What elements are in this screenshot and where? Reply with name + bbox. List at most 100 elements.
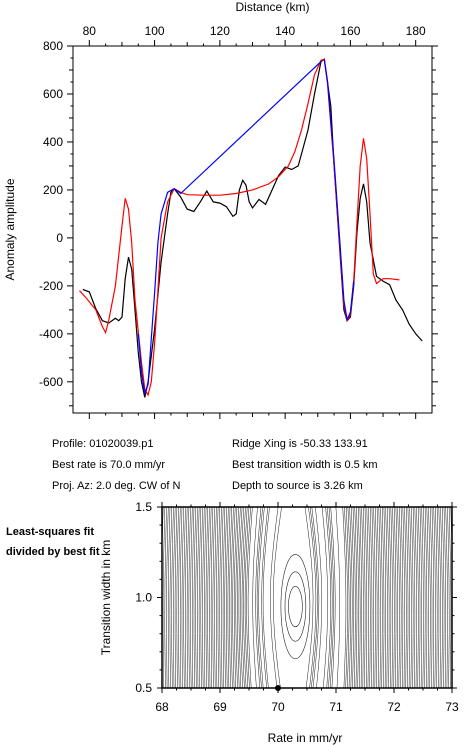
contour-line xyxy=(423,507,425,688)
contour-line xyxy=(350,507,353,688)
contour-line xyxy=(191,507,193,688)
contour-line xyxy=(257,507,263,688)
contour-line xyxy=(403,507,405,688)
y-tick-label: -200 xyxy=(39,279,63,293)
y-tick-label: 0 xyxy=(56,231,63,245)
contour-line xyxy=(194,507,196,688)
contour-line xyxy=(244,507,248,688)
x-tick-label: 68 xyxy=(155,700,169,714)
anomaly-profile-chart: 80 100 120 140 160 180 Distance (km) -600 -400 -2… xyxy=(0,0,467,430)
contour-line xyxy=(241,507,244,688)
contour-line xyxy=(437,507,439,688)
bottom-chart-labels: 68 69 70 71 72 73Rate in mm/yr0.51.01.5Transi… xyxy=(99,500,459,745)
contour-line xyxy=(336,507,340,688)
bottom-chart-frame xyxy=(162,507,452,688)
contour-line xyxy=(451,507,452,688)
contour-line xyxy=(365,507,367,688)
series-line-2 xyxy=(80,59,400,395)
contour-lines xyxy=(162,507,452,688)
contour-line xyxy=(360,507,362,688)
contour-line xyxy=(442,507,444,688)
contour-line xyxy=(435,507,437,688)
contour-line xyxy=(439,507,441,688)
contour-line xyxy=(410,507,412,688)
contour-line xyxy=(389,507,391,688)
contour-line xyxy=(270,507,278,688)
series-line-3 xyxy=(138,59,353,394)
contour-line xyxy=(168,507,170,688)
contour-line xyxy=(411,507,413,688)
contour-line xyxy=(209,507,211,688)
contour-line xyxy=(432,507,434,688)
contour-line xyxy=(374,507,376,688)
contour-line xyxy=(308,507,316,688)
contour-line xyxy=(185,507,187,688)
contour-line xyxy=(233,507,236,688)
contour-line xyxy=(226,507,228,688)
contour-line xyxy=(221,507,223,688)
contour-line xyxy=(399,507,401,688)
contour-line xyxy=(213,507,215,688)
contour-line xyxy=(344,507,347,688)
contour-line xyxy=(415,507,417,688)
y-tick-label: 1.5 xyxy=(135,500,152,514)
contour-line xyxy=(312,507,319,688)
contour-line xyxy=(363,507,365,688)
y-tick-label: -400 xyxy=(39,327,63,341)
contour-line xyxy=(387,507,389,688)
contour-ring xyxy=(281,554,310,658)
contour-line xyxy=(173,507,175,688)
top-chart-series xyxy=(80,59,423,397)
contour-line xyxy=(208,507,210,688)
contour-line xyxy=(382,507,384,688)
contour-line xyxy=(163,507,165,688)
contour-line xyxy=(381,507,383,688)
x-tick-label: 120 xyxy=(210,24,230,38)
contour-line xyxy=(223,507,225,688)
contour-line xyxy=(322,507,328,688)
contour-line xyxy=(384,507,386,688)
contour-line xyxy=(239,507,242,688)
contour-line xyxy=(358,507,360,688)
bottom-chart-axes xyxy=(157,502,457,693)
contour-line xyxy=(234,507,237,688)
contour-line xyxy=(370,507,372,688)
contour-line xyxy=(177,507,179,688)
contour-line xyxy=(231,507,233,688)
contour-line xyxy=(228,507,230,688)
contour-line xyxy=(377,507,379,688)
x-tick-label: 180 xyxy=(406,24,426,38)
contour-line xyxy=(247,507,251,688)
contour-line xyxy=(394,507,396,688)
contour-line xyxy=(369,507,371,688)
contour-line xyxy=(420,507,422,688)
contour-line xyxy=(165,507,167,688)
contour-line xyxy=(242,507,246,688)
contour-line xyxy=(444,507,446,688)
contour-line xyxy=(346,507,349,688)
contour-line xyxy=(418,507,420,688)
profile-label: Profile: 01020039.p1 xyxy=(52,438,154,450)
contour-line xyxy=(180,507,182,688)
contour-line xyxy=(218,507,220,688)
contour-line xyxy=(230,507,232,688)
contour-line xyxy=(357,507,359,688)
contour-line xyxy=(348,507,351,688)
x-axis-label: Distance (km) xyxy=(235,0,309,14)
contour-line xyxy=(225,507,227,688)
depth-to-source-label: Depth to source is 3.26 km xyxy=(232,480,363,492)
contour-line xyxy=(170,507,172,688)
contour-line xyxy=(329,507,334,688)
contour-line xyxy=(211,507,213,688)
contour-line xyxy=(327,507,332,688)
contour-line xyxy=(215,507,217,688)
contour-line xyxy=(362,507,364,688)
contour-line xyxy=(401,507,403,688)
contour-line xyxy=(393,507,395,688)
contour-line xyxy=(310,507,317,688)
contour-ring xyxy=(285,572,306,642)
contour-line xyxy=(427,507,429,688)
x-axis-label: Rate in mm/yr xyxy=(268,731,343,745)
transition-width-label: Best transition width is 0.5 km xyxy=(232,459,378,471)
y-tick-label: 1.0 xyxy=(135,591,152,605)
